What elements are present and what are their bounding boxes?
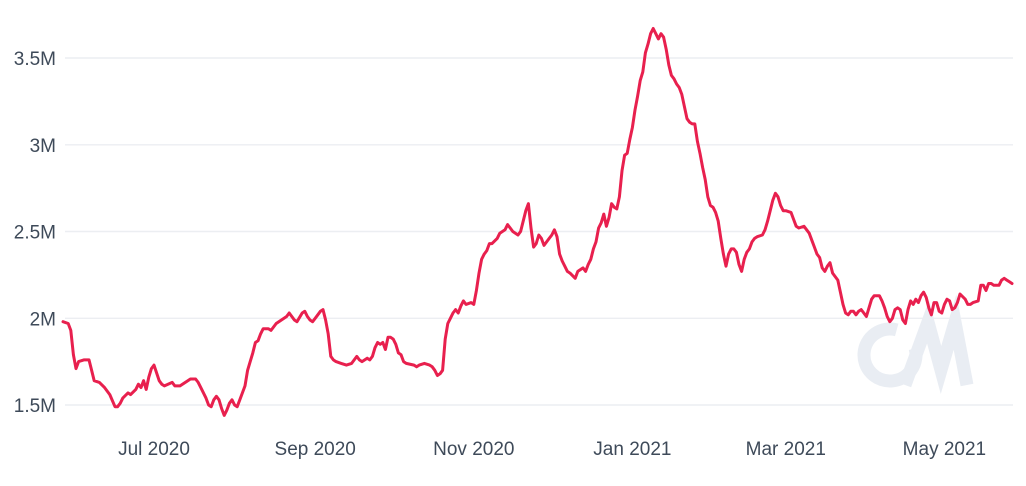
- y-axis-tick-label: 2.5M: [14, 223, 56, 244]
- x-axis-tick-label: Jul 2020: [118, 439, 190, 460]
- x-axis-tick-label: Jan 2021: [593, 439, 671, 460]
- y-axis-tick-label: 1.5M: [14, 396, 56, 417]
- y-axis-tick-label: 3M: [30, 136, 56, 157]
- y-axis-tick-label: 2M: [30, 309, 56, 330]
- y-axis-tick-label: 3.5M: [14, 49, 56, 70]
- x-axis-tick-label: May 2021: [903, 439, 986, 460]
- x-axis-tick-label: Mar 2021: [746, 439, 826, 460]
- coinmetrics-watermark-logo: [857, 294, 974, 395]
- series-line: [61, 27, 1014, 417]
- x-axis-tick-label: Sep 2020: [275, 439, 356, 460]
- x-axis-tick-label: Nov 2020: [433, 439, 514, 460]
- watermark-m-glyph: [898, 294, 974, 395]
